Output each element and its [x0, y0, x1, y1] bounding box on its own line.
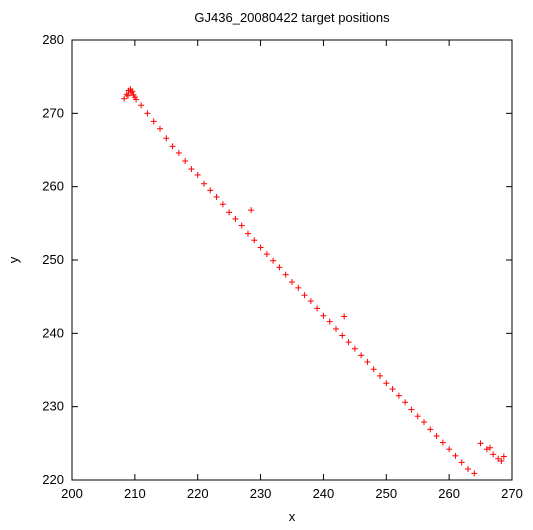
data-point — [289, 279, 295, 285]
data-point — [163, 135, 170, 142]
data-point — [157, 125, 163, 132]
data-point — [307, 298, 314, 305]
data-point — [477, 440, 484, 447]
y-tick-label: 250 — [42, 252, 64, 267]
data-point — [495, 455, 502, 462]
data-point — [129, 88, 136, 95]
data-point — [128, 89, 135, 96]
data-point — [395, 392, 402, 399]
data-point — [483, 446, 490, 453]
y-tick-label: 260 — [42, 179, 64, 194]
data-point — [123, 91, 130, 98]
data-point — [238, 222, 245, 229]
data-point — [358, 352, 365, 359]
data-point — [490, 451, 497, 458]
y-tick-label: 280 — [42, 32, 64, 47]
data-point — [345, 339, 352, 346]
data-point — [144, 110, 151, 117]
x-tick-label: 220 — [187, 486, 209, 501]
x-tick-label: 230 — [250, 486, 272, 501]
plot-frame — [71, 39, 513, 481]
data-point — [150, 118, 157, 125]
data-point — [326, 318, 333, 325]
data-point — [500, 453, 507, 460]
data-point — [133, 96, 140, 103]
data-point — [282, 271, 289, 278]
x-tick-label: 270 — [501, 486, 523, 501]
data-point — [207, 187, 214, 194]
data-point — [257, 244, 264, 251]
data-point — [351, 345, 358, 352]
data-point — [263, 251, 270, 258]
data-point — [188, 166, 195, 173]
data-point — [414, 413, 421, 420]
data-point — [301, 292, 308, 299]
data-point — [124, 92, 131, 99]
data-point — [245, 230, 251, 237]
y-tick-label: 220 — [42, 472, 64, 487]
data-point — [446, 446, 453, 453]
data-point — [402, 399, 409, 406]
data-point — [452, 452, 459, 459]
data-point — [182, 158, 189, 164]
data-point — [408, 406, 415, 413]
data-point — [138, 102, 145, 109]
data-point — [383, 380, 390, 387]
data-point — [465, 466, 471, 472]
data-point — [248, 207, 255, 214]
x-tick-label: 200 — [61, 486, 83, 501]
x-axis-label: x — [289, 509, 296, 524]
data-point — [295, 284, 302, 291]
data-point — [439, 439, 446, 446]
data-point — [427, 426, 434, 433]
data-point — [226, 209, 233, 216]
data-point — [487, 444, 493, 451]
data-point — [121, 95, 128, 102]
x-tick-label: 260 — [438, 486, 460, 501]
data-point — [433, 433, 440, 439]
data-point — [333, 325, 339, 332]
data-point — [251, 237, 258, 244]
data-point — [219, 201, 226, 208]
data-point — [377, 372, 383, 379]
data-point — [232, 215, 239, 222]
data-point — [314, 305, 321, 312]
data-point — [458, 459, 465, 466]
data-point — [341, 313, 348, 320]
data-point — [421, 419, 427, 426]
y-ticks: 220 230 240 250 260 270 280 — [42, 32, 512, 487]
data-point — [389, 386, 396, 393]
y-axis-label: y — [6, 256, 21, 263]
data-point — [471, 470, 478, 477]
x-tick-label: 210 — [124, 486, 146, 501]
chart-title: GJ436_20080422 target positions — [194, 10, 390, 25]
x-ticks: 200 210 220 230 240 250 260 270 — [61, 40, 523, 501]
data-point — [364, 358, 371, 365]
data-point — [320, 312, 327, 319]
data-point — [213, 193, 220, 200]
data-points — [121, 86, 507, 477]
y-tick-label: 230 — [42, 399, 64, 414]
data-point — [169, 143, 176, 150]
x-tick-label: 240 — [313, 486, 335, 501]
data-point — [175, 149, 182, 156]
x-tick-label: 250 — [375, 486, 397, 501]
data-point — [194, 171, 201, 178]
y-tick-label: 270 — [42, 105, 64, 120]
data-point — [498, 457, 505, 464]
data-point — [339, 332, 346, 339]
data-point — [270, 257, 277, 264]
data-point — [276, 264, 283, 271]
data-point — [370, 366, 377, 373]
data-point — [201, 180, 207, 187]
y-tick-label: 240 — [42, 325, 64, 340]
